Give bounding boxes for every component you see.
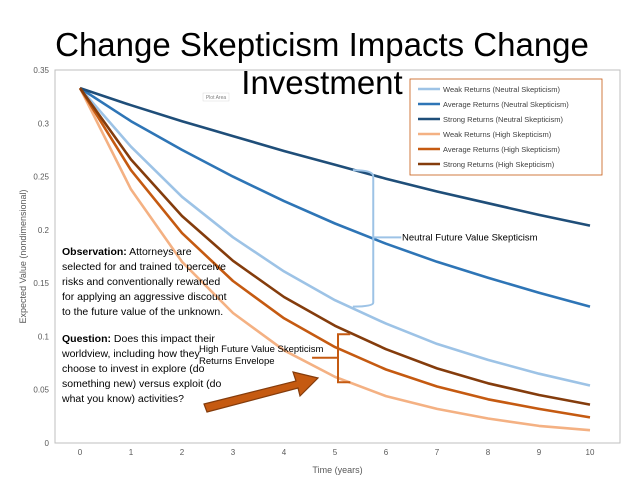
high-label-line2: Returns Envelope <box>199 356 275 367</box>
x-tick-label: 7 <box>435 448 440 457</box>
annotations: Plot Area Neutral Future Value Skepticism… <box>199 92 538 413</box>
x-tick-label: 10 <box>586 448 595 457</box>
high-bracket <box>337 333 351 384</box>
observation-text: Observation: Attorneys are selected for … <box>62 246 227 318</box>
y-tick-label: 0.2 <box>38 226 50 235</box>
plot-frame <box>54 69 621 444</box>
question-text: Question: Does this impact their worldvi… <box>62 333 222 405</box>
x-tick-label: 3 <box>231 448 236 457</box>
y-axis-label: Expected Value (nondimensional) <box>18 190 28 324</box>
legend-box <box>409 78 603 176</box>
series-line-1 <box>79 87 591 387</box>
series-lines <box>78 86 591 432</box>
neutral-label: Neutral Future Value Skepticism <box>402 232 538 243</box>
y-tick-label: 0.35 <box>33 66 49 75</box>
series-line-6 <box>78 87 591 406</box>
legend-label-6: Strong Returns (High Skepticism) <box>443 160 555 169</box>
y-tick-label: 0.1 <box>38 332 50 341</box>
x-tick-label: 1 <box>129 448 134 457</box>
x-tick-label: 5 <box>333 448 338 457</box>
y-tick-label: 0.05 <box>33 386 49 395</box>
legend-label-3: Strong Returns (Neutral Skepticism) <box>443 115 564 124</box>
plot-area-tag: Plot Area <box>206 95 227 101</box>
legend: Weak Returns (Neutral Skepticism) Average… <box>409 78 603 176</box>
legend-label-1: Weak Returns (Neutral Skepticism) <box>443 85 560 94</box>
neutral-bracket <box>352 169 375 308</box>
y-tick-label: 0.15 <box>33 279 49 288</box>
x-tick-label: 8 <box>486 448 491 457</box>
high-label-line1: High Future Value Skepticism <box>199 344 324 355</box>
series-line-2 <box>79 87 591 308</box>
x-tick-label: 4 <box>282 448 287 457</box>
plot-area-tag-box <box>202 92 230 102</box>
y-tick-label: 0.3 <box>38 119 50 128</box>
series-line-3 <box>79 86 591 227</box>
x-tick-label: 0 <box>78 448 83 457</box>
y-tick-label: 0.25 <box>33 173 49 182</box>
x-tick-label: 2 <box>180 448 185 457</box>
observation-block: Observation: Attorneys are selected for … <box>62 245 227 419</box>
legend-label-5: Average Returns (High Skepticism) <box>443 145 560 154</box>
series-line-5 <box>78 87 591 419</box>
y-tick-label: 0 <box>45 439 50 448</box>
legend-label-2: Average Returns (Neutral Skepticism) <box>443 100 569 109</box>
series-line-4 <box>78 87 591 432</box>
legend-label-4: Weak Returns (High Skepticism) <box>443 130 552 139</box>
x-tick-label: 9 <box>537 448 542 457</box>
x-axis-label: Time (years) <box>312 465 362 475</box>
x-tick-label: 6 <box>384 448 389 457</box>
axes: 0 0.05 0.1 0.15 0.2 0.25 0.3 0.35 0 1 2 3 4 5 6 7 8 9 10 Ti… <box>18 66 621 475</box>
arrow-icon <box>203 371 320 413</box>
